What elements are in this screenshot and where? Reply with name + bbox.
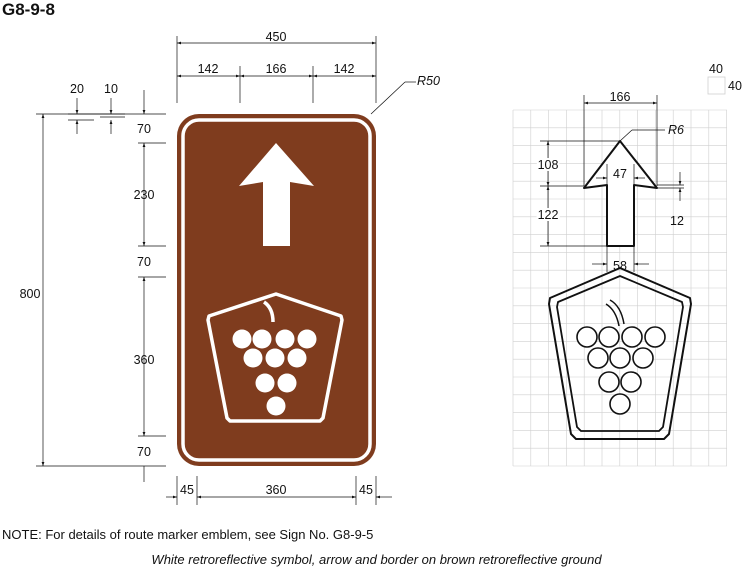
detail-shaft-width: 58 xyxy=(613,259,627,273)
up-arrow-symbol xyxy=(239,143,314,246)
grid-scale-square xyxy=(707,76,726,95)
grid-scale-height: 40 xyxy=(728,79,742,93)
dim-border-offset: 20 xyxy=(70,82,84,96)
detail-head-height: 108 xyxy=(538,158,559,172)
grape-stem-outline xyxy=(605,299,625,327)
dim-height-total: 800 xyxy=(20,287,41,301)
detail-head-notch: 47 xyxy=(613,167,627,181)
detail-tip-radius: R6 xyxy=(668,123,684,137)
grape-outline xyxy=(621,326,643,348)
dim-width-left: 142 xyxy=(198,62,219,76)
dim-h-top: 70 xyxy=(137,122,151,136)
grape-outline xyxy=(620,371,642,393)
dim-h-arrow: 230 xyxy=(134,188,155,202)
detail-width: 166 xyxy=(610,90,631,104)
grape-outline xyxy=(576,326,598,348)
dim-corner-radius: R50 xyxy=(417,74,440,88)
grape-outline xyxy=(632,347,654,369)
grape-outline xyxy=(644,326,666,348)
grape-outline xyxy=(609,393,631,415)
route-marker-emblem xyxy=(206,292,344,423)
grape xyxy=(252,329,272,349)
dim-width-right: 142 xyxy=(334,62,355,76)
grid-detail: 40 40 166 R6 1 xyxy=(512,62,742,467)
grape-outline xyxy=(598,326,620,348)
grape xyxy=(265,348,285,368)
arrow-outline xyxy=(583,140,658,247)
dim-h-gap: 70 xyxy=(137,255,151,269)
note-text: NOTE: For details of route marker emblem… xyxy=(2,527,374,542)
grape xyxy=(297,329,317,349)
dim-bottom-right: 45 xyxy=(359,483,373,497)
detail-shaft-height: 122 xyxy=(538,208,559,222)
grape xyxy=(232,329,252,349)
grape-stem xyxy=(262,300,275,323)
dim-bottom-mid: 360 xyxy=(266,483,287,497)
sign-ground xyxy=(177,114,376,466)
dim-overall-width: 450 xyxy=(266,30,287,44)
grape xyxy=(275,329,295,349)
grape-cluster xyxy=(232,329,317,416)
grape xyxy=(255,373,275,393)
grape xyxy=(243,348,263,368)
grape-outline xyxy=(598,371,620,393)
grape-outline xyxy=(609,347,631,369)
grape-cluster-outline xyxy=(576,326,666,415)
main-dimensions: 450 142 166 142 R50 20 10 800 xyxy=(20,30,440,505)
emblem-outer-outline xyxy=(548,267,692,440)
grape-outline xyxy=(587,347,609,369)
sign-border xyxy=(181,118,372,462)
grape xyxy=(266,396,286,416)
emblem-inner-outline xyxy=(556,275,684,432)
dim-h-bottom: 70 xyxy=(137,445,151,459)
dim-width-mid: 166 xyxy=(266,62,287,76)
grape xyxy=(287,348,307,368)
grape xyxy=(277,373,297,393)
caption-text: White retroreflective symbol, arrow and … xyxy=(151,552,602,567)
dim-bottom-left: 45 xyxy=(180,483,194,497)
dim-h-emblem: 360 xyxy=(134,353,155,367)
sign-code-title: G8-9-8 xyxy=(2,0,55,19)
detail-notch-depth: 12 xyxy=(670,214,684,228)
dim-border-width: 10 xyxy=(104,82,118,96)
grid-scale-width: 40 xyxy=(709,62,723,76)
main-sign xyxy=(177,114,376,466)
